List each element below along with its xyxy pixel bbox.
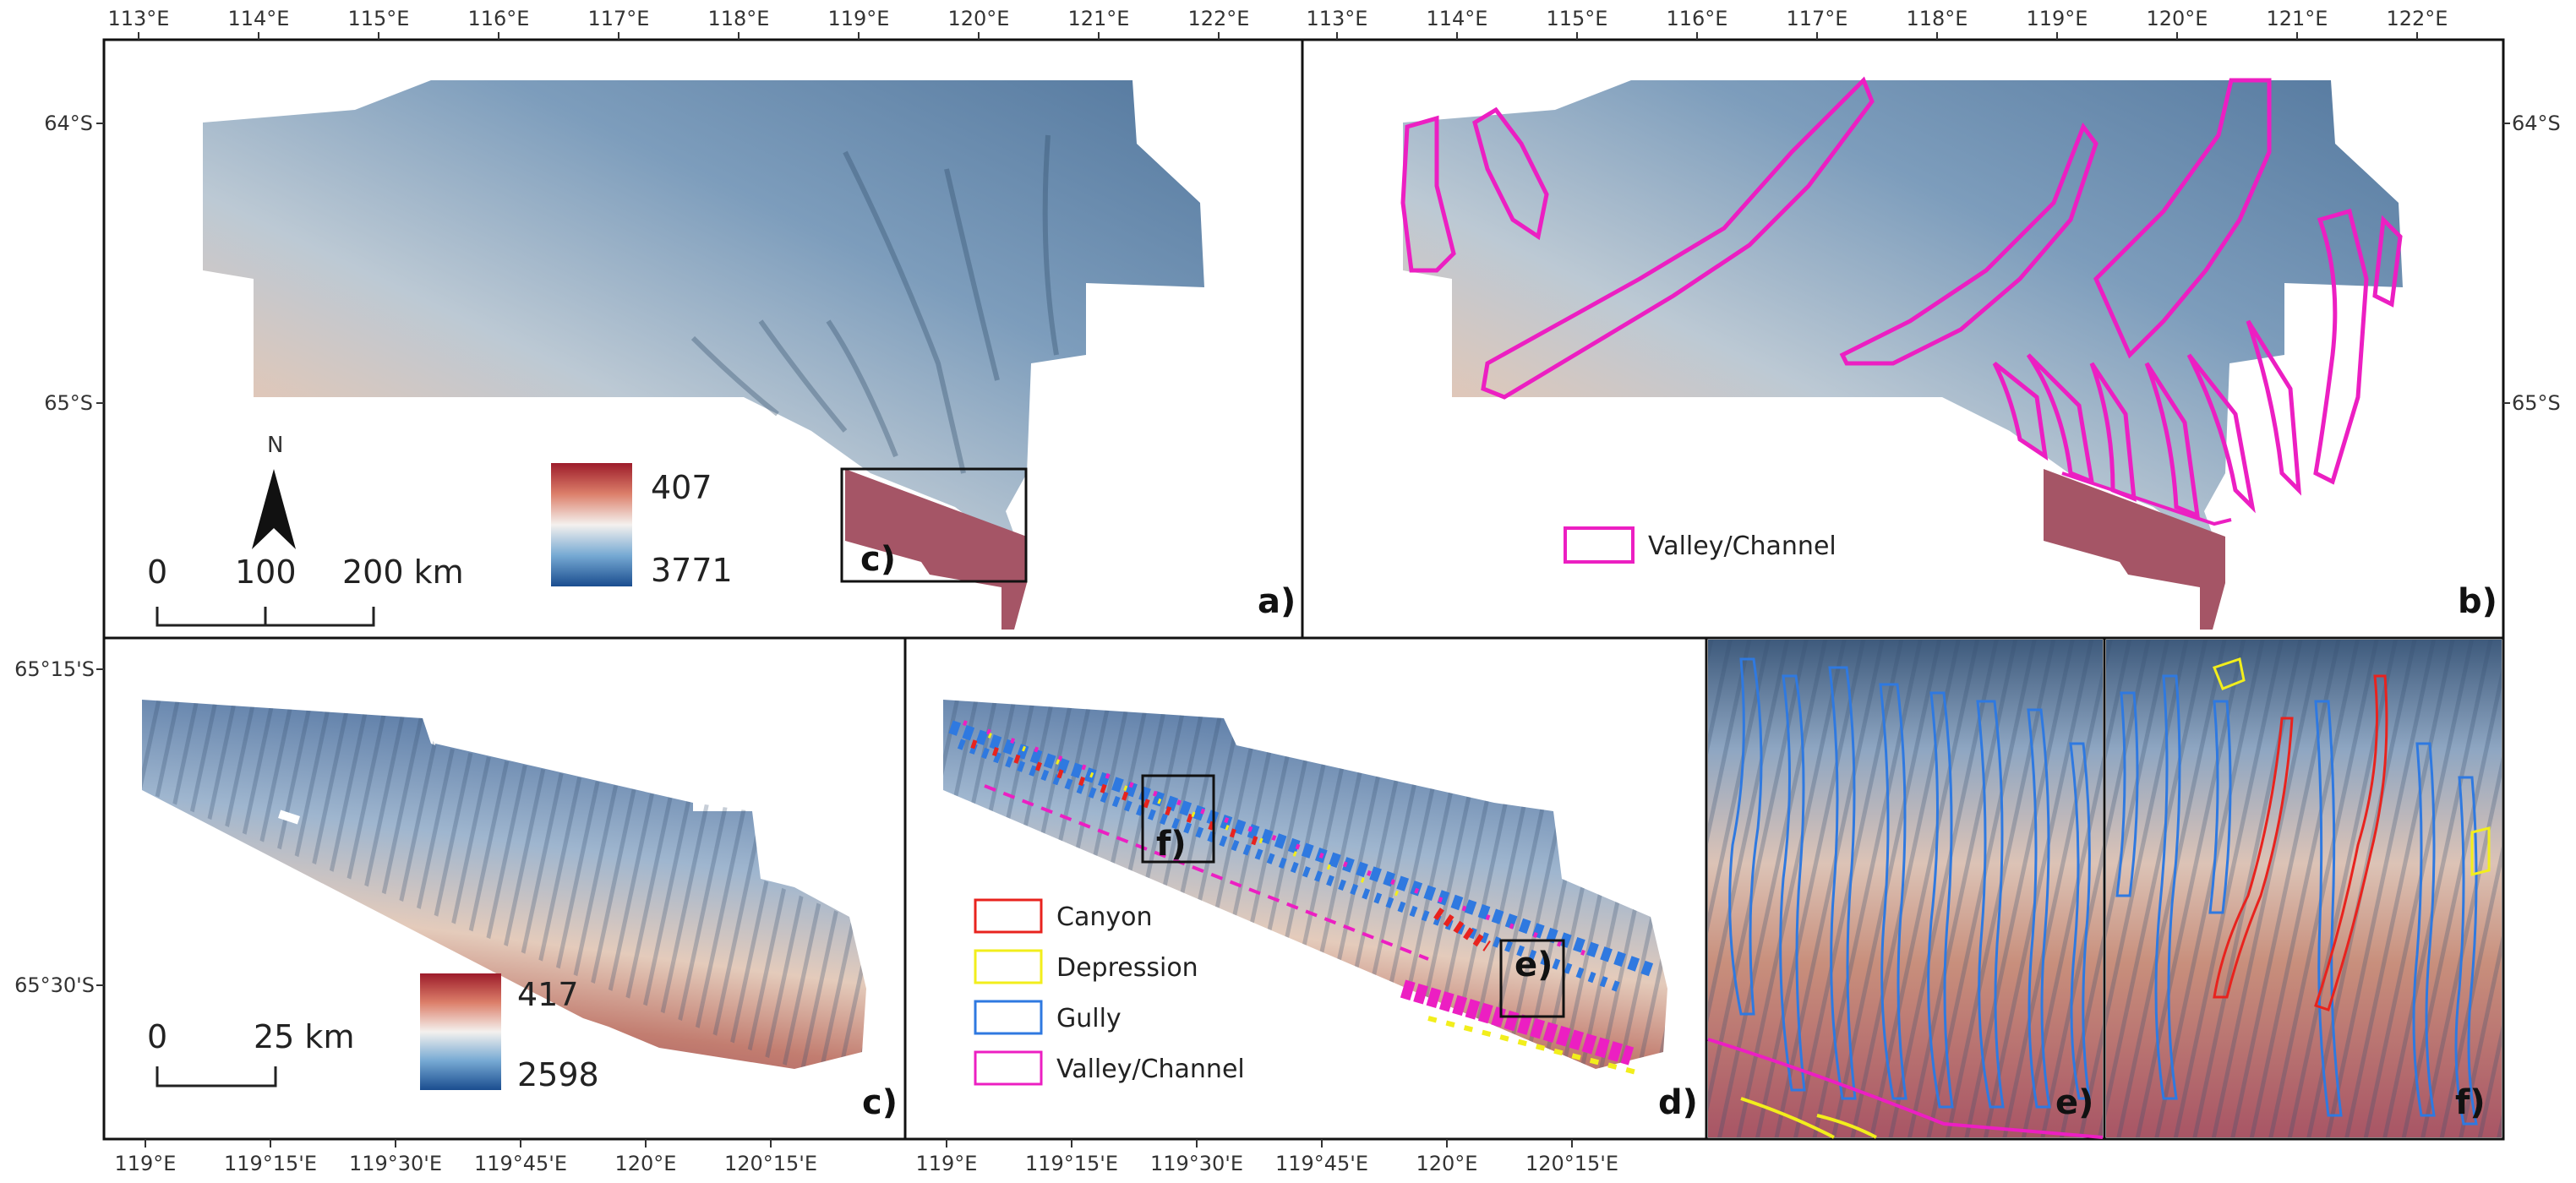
ridge-shading-a — [690, 134, 1059, 474]
gully-outlines-f — [2115, 674, 2478, 1126]
lon-tick-label-bottom: 120°E — [615, 1152, 677, 1175]
scale-bar-a: 0 100 200 km — [147, 553, 464, 627]
panel-a: c) N 0 100 200 km 407 3771 a) — [147, 80, 1296, 630]
lon-tick-label-top: 116°E — [468, 7, 530, 30]
svg-text:Depression: Depression — [1056, 953, 1198, 983]
lon-tick-label-top: 115°E — [1547, 7, 1608, 30]
axis-ticks: 113°E 114°E 115°E 116°E 117°E 118°E 119°E 120°E… — [14, 7, 2561, 1175]
lon-tick-label-top: 121°E — [2267, 7, 2328, 30]
svg-text:417: 417 — [517, 976, 579, 1013]
lat-tick-label-left: 65°S — [44, 391, 93, 415]
lat-tick-label-left: 64°S — [44, 112, 93, 135]
lon-tick-label-bottom: 120°15'E — [1525, 1152, 1618, 1175]
legend-swatch-gully — [974, 1000, 1043, 1035]
lon-tick-label-top: 117°E — [1787, 7, 1848, 30]
panel-label-b: b) — [2458, 582, 2497, 621]
panel-label-c: c) — [862, 1083, 898, 1122]
inset-box-c — [840, 467, 1028, 583]
lon-tick-label-top: 117°E — [588, 7, 650, 30]
scale-bar-c: 0 25 km — [147, 1018, 354, 1088]
lon-tick-label-bottom: 119°30'E — [349, 1152, 442, 1175]
svg-text:100: 100 — [235, 553, 297, 591]
inset-label-f: f) — [1156, 825, 1187, 864]
svg-text:Valley/Channel: Valley/Channel — [1648, 532, 1836, 561]
depth-legend-c: 417 2598 — [420, 973, 599, 1093]
inset-label-c: c) — [860, 540, 896, 579]
inset-label-e: e) — [1514, 946, 1553, 984]
lon-tick-label-top: 116°E — [1667, 7, 1728, 30]
lon-tick-label-bottom: 119°E — [115, 1152, 177, 1175]
panel-b: Valley/Channel b) — [1400, 76, 2497, 630]
shelf-strip-a — [845, 469, 1027, 630]
lon-tick-label-top: 119°E — [2027, 7, 2088, 30]
svg-text:Gully: Gully — [1056, 1004, 1122, 1033]
lon-tick-label-top: 113°E — [108, 7, 170, 30]
legend-b: Valley/Channel — [1564, 526, 1836, 564]
lon-tick-label-top: 120°E — [2147, 7, 2208, 30]
lon-tick-label-bottom: 119°E — [916, 1152, 978, 1175]
valley-depression-e — [1707, 1038, 2104, 1139]
svg-text:0: 0 — [147, 553, 167, 591]
svg-text:25 km: 25 km — [254, 1018, 354, 1055]
panel-d: f) e) Canyon Depression Gully Valley/Cha… — [943, 700, 1698, 1122]
depth-legend-a: 407 3771 — [551, 463, 733, 589]
lon-tick-label-top: 119°E — [828, 7, 890, 30]
shelf-strip-b — [2044, 469, 2225, 630]
legend-swatch-depression — [974, 949, 1043, 984]
lon-tick-label-top: 114°E — [228, 7, 290, 30]
legend-swatch-canyon — [974, 898, 1043, 934]
lon-tick-label-top: 121°E — [1068, 7, 1130, 30]
depression-outlines-f — [2213, 657, 2491, 876]
panel-label-d: d) — [1658, 1083, 1698, 1122]
lon-tick-label-top: 122°E — [1188, 7, 1250, 30]
lon-tick-label-bottom: 119°45'E — [474, 1152, 567, 1175]
lat-tick-label-right: 65°S — [2512, 391, 2561, 415]
panel-f: f) — [2106, 640, 2502, 1137]
inset-box-e — [1499, 939, 1565, 1018]
lon-tick-label-bottom: 119°30'E — [1150, 1152, 1243, 1175]
panel-frames — [102, 38, 2505, 1141]
svg-text:Valley/Channel: Valley/Channel — [1056, 1055, 1245, 1084]
lat-tick-label-left: 65°30'S — [14, 973, 95, 997]
panel-label-f: f) — [2455, 1083, 2486, 1122]
canyon-outlines-f — [2213, 674, 2388, 1011]
lon-tick-label-top: 113°E — [1307, 7, 1368, 30]
feature-overlay-d — [948, 720, 1659, 1076]
legend-swatch-valley — [974, 1050, 1043, 1086]
panel-e: e) — [1707, 640, 2104, 1139]
panel-label-e: e) — [2055, 1083, 2093, 1122]
lon-tick-label-top: 115°E — [348, 7, 410, 30]
lon-tick-label-top: 118°E — [1907, 7, 1968, 30]
lon-tick-label-bottom: 120°15'E — [724, 1152, 817, 1175]
lon-tick-label-top: 120°E — [948, 7, 1010, 30]
svg-text:0: 0 — [147, 1018, 167, 1055]
panel-label-a: a) — [1258, 582, 1296, 621]
lon-tick-label-bottom: 119°45'E — [1275, 1152, 1368, 1175]
valley-channel-outlines — [1400, 76, 2403, 526]
lon-tick-label-top: 114°E — [1427, 7, 1488, 30]
svg-text:200 km: 200 km — [342, 553, 464, 591]
svg-text:407: 407 — [651, 469, 712, 506]
lon-tick-label-top: 118°E — [708, 7, 770, 30]
svg-text:Canyon: Canyon — [1056, 902, 1152, 932]
panel-c: 0 25 km 417 2598 c) — [142, 700, 898, 1122]
bathymetry-swath-a — [203, 80, 1204, 558]
lon-tick-label-bottom: 120°E — [1416, 1152, 1478, 1175]
lat-tick-label-right: 64°S — [2512, 112, 2561, 135]
lon-tick-label-top: 122°E — [2387, 7, 2448, 30]
svg-text:N: N — [267, 433, 283, 458]
bathymetry-swath-b — [1403, 80, 2403, 558]
north-arrow: N — [252, 433, 296, 549]
inset-box-f — [1141, 774, 1215, 864]
svg-text:2598: 2598 — [517, 1056, 599, 1093]
lat-tick-label-left: 65°15'S — [14, 657, 95, 681]
lon-tick-label-bottom: 119°15'E — [224, 1152, 317, 1175]
svg-text:3771: 3771 — [651, 552, 733, 589]
legend-d: Canyon Depression Gully Valley/Channel — [974, 898, 1245, 1086]
gully-outlines-e — [1728, 657, 2091, 1109]
lon-tick-label-bottom: 119°15'E — [1025, 1152, 1118, 1175]
